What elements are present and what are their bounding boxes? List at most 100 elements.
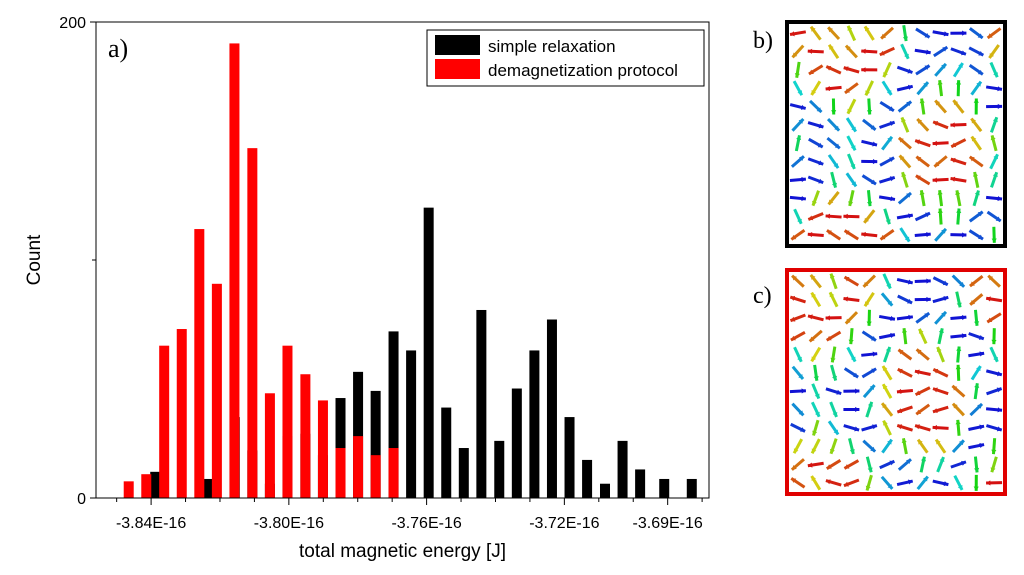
spin-arrow-icon — [991, 226, 997, 243]
legend-label-demagnetization-protocol: demagnetization protocol — [488, 61, 678, 80]
spin-arrow-icon — [937, 208, 943, 225]
bar-demagnetization-protocol-11 — [317, 400, 328, 498]
spin-arrow-icon — [900, 116, 910, 133]
spin-arrow-icon — [862, 118, 877, 131]
spin-arrow-icon — [807, 121, 824, 129]
bar-simple-relaxation-22 — [582, 459, 593, 498]
spin-arrow-icon — [827, 420, 840, 436]
spin-arrow-icon — [825, 85, 842, 92]
spin-arrow-icon — [985, 407, 1003, 413]
spin-arrow-icon — [880, 26, 895, 40]
bar-simple-relaxation-17 — [494, 440, 505, 498]
spin-arrow-icon — [969, 402, 984, 417]
spin-arrow-icon — [986, 210, 1002, 223]
spin-arrow-icon — [934, 310, 948, 325]
spin-arrow-icon — [810, 438, 821, 454]
spin-arrow-icon — [968, 229, 984, 241]
spin-arrow-icon — [879, 46, 895, 57]
bar-simple-relaxation-26 — [659, 478, 670, 498]
spin-arrow-icon — [883, 208, 891, 225]
spin-arrow-icon — [807, 231, 824, 238]
spin-arrow-icon — [810, 291, 822, 308]
spin-arrow-icon — [879, 459, 896, 470]
spin-arrow-icon — [955, 364, 961, 381]
spin-arrow-icon — [843, 459, 860, 470]
spin-arrow-icon — [955, 419, 961, 436]
bar-demagnetization-protocol-13 — [353, 436, 364, 498]
spin-arrow-icon — [973, 98, 979, 115]
spin-arrow-icon — [826, 136, 841, 150]
spin-arrow-icon — [843, 213, 860, 219]
spin-arrow-icon — [985, 85, 1003, 92]
spin-arrow-icon — [918, 328, 928, 345]
bar-simple-relaxation-24 — [617, 440, 628, 498]
x-tick-label: -3.80E-16 — [254, 515, 324, 532]
spin-arrow-icon — [989, 346, 999, 363]
spin-arrow-icon — [865, 401, 874, 418]
spin-arrow-icon — [934, 99, 948, 114]
bar-demagnetization-protocol-2 — [159, 345, 170, 498]
spin-arrow-icon — [934, 227, 948, 242]
spin-arrow-icon — [914, 296, 931, 302]
spin-arrow-icon — [915, 155, 931, 168]
x-axis-title: total magnetic energy [J] — [299, 541, 506, 562]
bar-simple-relaxation-12 — [406, 350, 417, 498]
spin-arrow-icon — [825, 459, 842, 470]
spin-arrow-icon — [862, 274, 877, 288]
legend: simple relaxation demagnetization protoc… — [426, 29, 705, 87]
spin-arrow-icon — [789, 388, 806, 394]
spin-arrow-icon — [973, 474, 979, 491]
spin-arrow-icon — [914, 211, 931, 222]
spin-arrow-icon — [973, 456, 980, 473]
bar-simple-relaxation-14 — [441, 407, 452, 498]
spin-arrow-icon — [937, 190, 944, 207]
spin-arrow-icon — [953, 475, 964, 491]
spin-arrow-icon — [936, 346, 945, 363]
spin-arrow-icon — [950, 460, 967, 469]
spin-arrow-icon — [915, 64, 931, 76]
spin-arrow-icon — [809, 273, 822, 289]
spin-arrow-icon — [900, 43, 910, 60]
bar-demagnetization-protocol-5 — [211, 283, 222, 498]
spin-arrow-icon — [952, 62, 964, 78]
spin-arrow-icon — [880, 292, 894, 307]
spin-arrow-icon — [881, 135, 894, 151]
spin-arrow-icon — [915, 403, 931, 416]
bar-simple-relaxation-1 — [202, 478, 213, 498]
spin-arrow-icon — [845, 172, 858, 188]
bar-simple-relaxation-25 — [635, 469, 646, 498]
spin-arrow-icon — [848, 190, 855, 207]
bar-demagnetization-protocol-3 — [176, 329, 187, 498]
spin-arrow-icon — [914, 278, 931, 284]
spin-arrow-icon — [932, 425, 949, 431]
bar-demagnetization-protocol-1 — [141, 474, 152, 498]
spin-arrow-icon — [936, 456, 945, 473]
spin-arrow-icon — [916, 117, 930, 132]
spin-arrow-icon — [970, 135, 983, 151]
spin-arrow-icon — [789, 103, 807, 110]
spin-arrow-icon — [896, 424, 914, 432]
spin-arrow-icon — [865, 456, 873, 473]
spin-arrow-icon — [862, 384, 876, 399]
spin-arrow-icon — [950, 122, 967, 128]
spin-arrow-icon — [914, 386, 931, 397]
spin-arrow-icon — [807, 461, 824, 468]
spin-arrow-icon — [986, 27, 1002, 40]
spin-arrow-icon — [914, 369, 931, 376]
plot-frame — [95, 21, 710, 499]
spin-arrow-icon — [861, 330, 877, 342]
spin-arrow-icon — [932, 368, 949, 378]
spin-arrow-icon — [807, 157, 824, 166]
spin-arrow-icon — [915, 27, 931, 39]
spin-arrow-icon — [810, 80, 822, 96]
spin-arrow-icon — [972, 190, 980, 207]
spin-arrow-icon — [932, 177, 949, 183]
spin-arrow-icon — [896, 479, 914, 487]
spin-arrow-icon — [878, 195, 896, 202]
spin-arrow-icon — [826, 118, 841, 132]
spin-arrow-icon — [950, 176, 967, 183]
spin-arrow-icon — [843, 388, 860, 394]
spin-arrow-icon — [968, 332, 985, 341]
spin-arrow-icon — [825, 330, 842, 342]
spin-arrow-icon — [896, 213, 914, 220]
